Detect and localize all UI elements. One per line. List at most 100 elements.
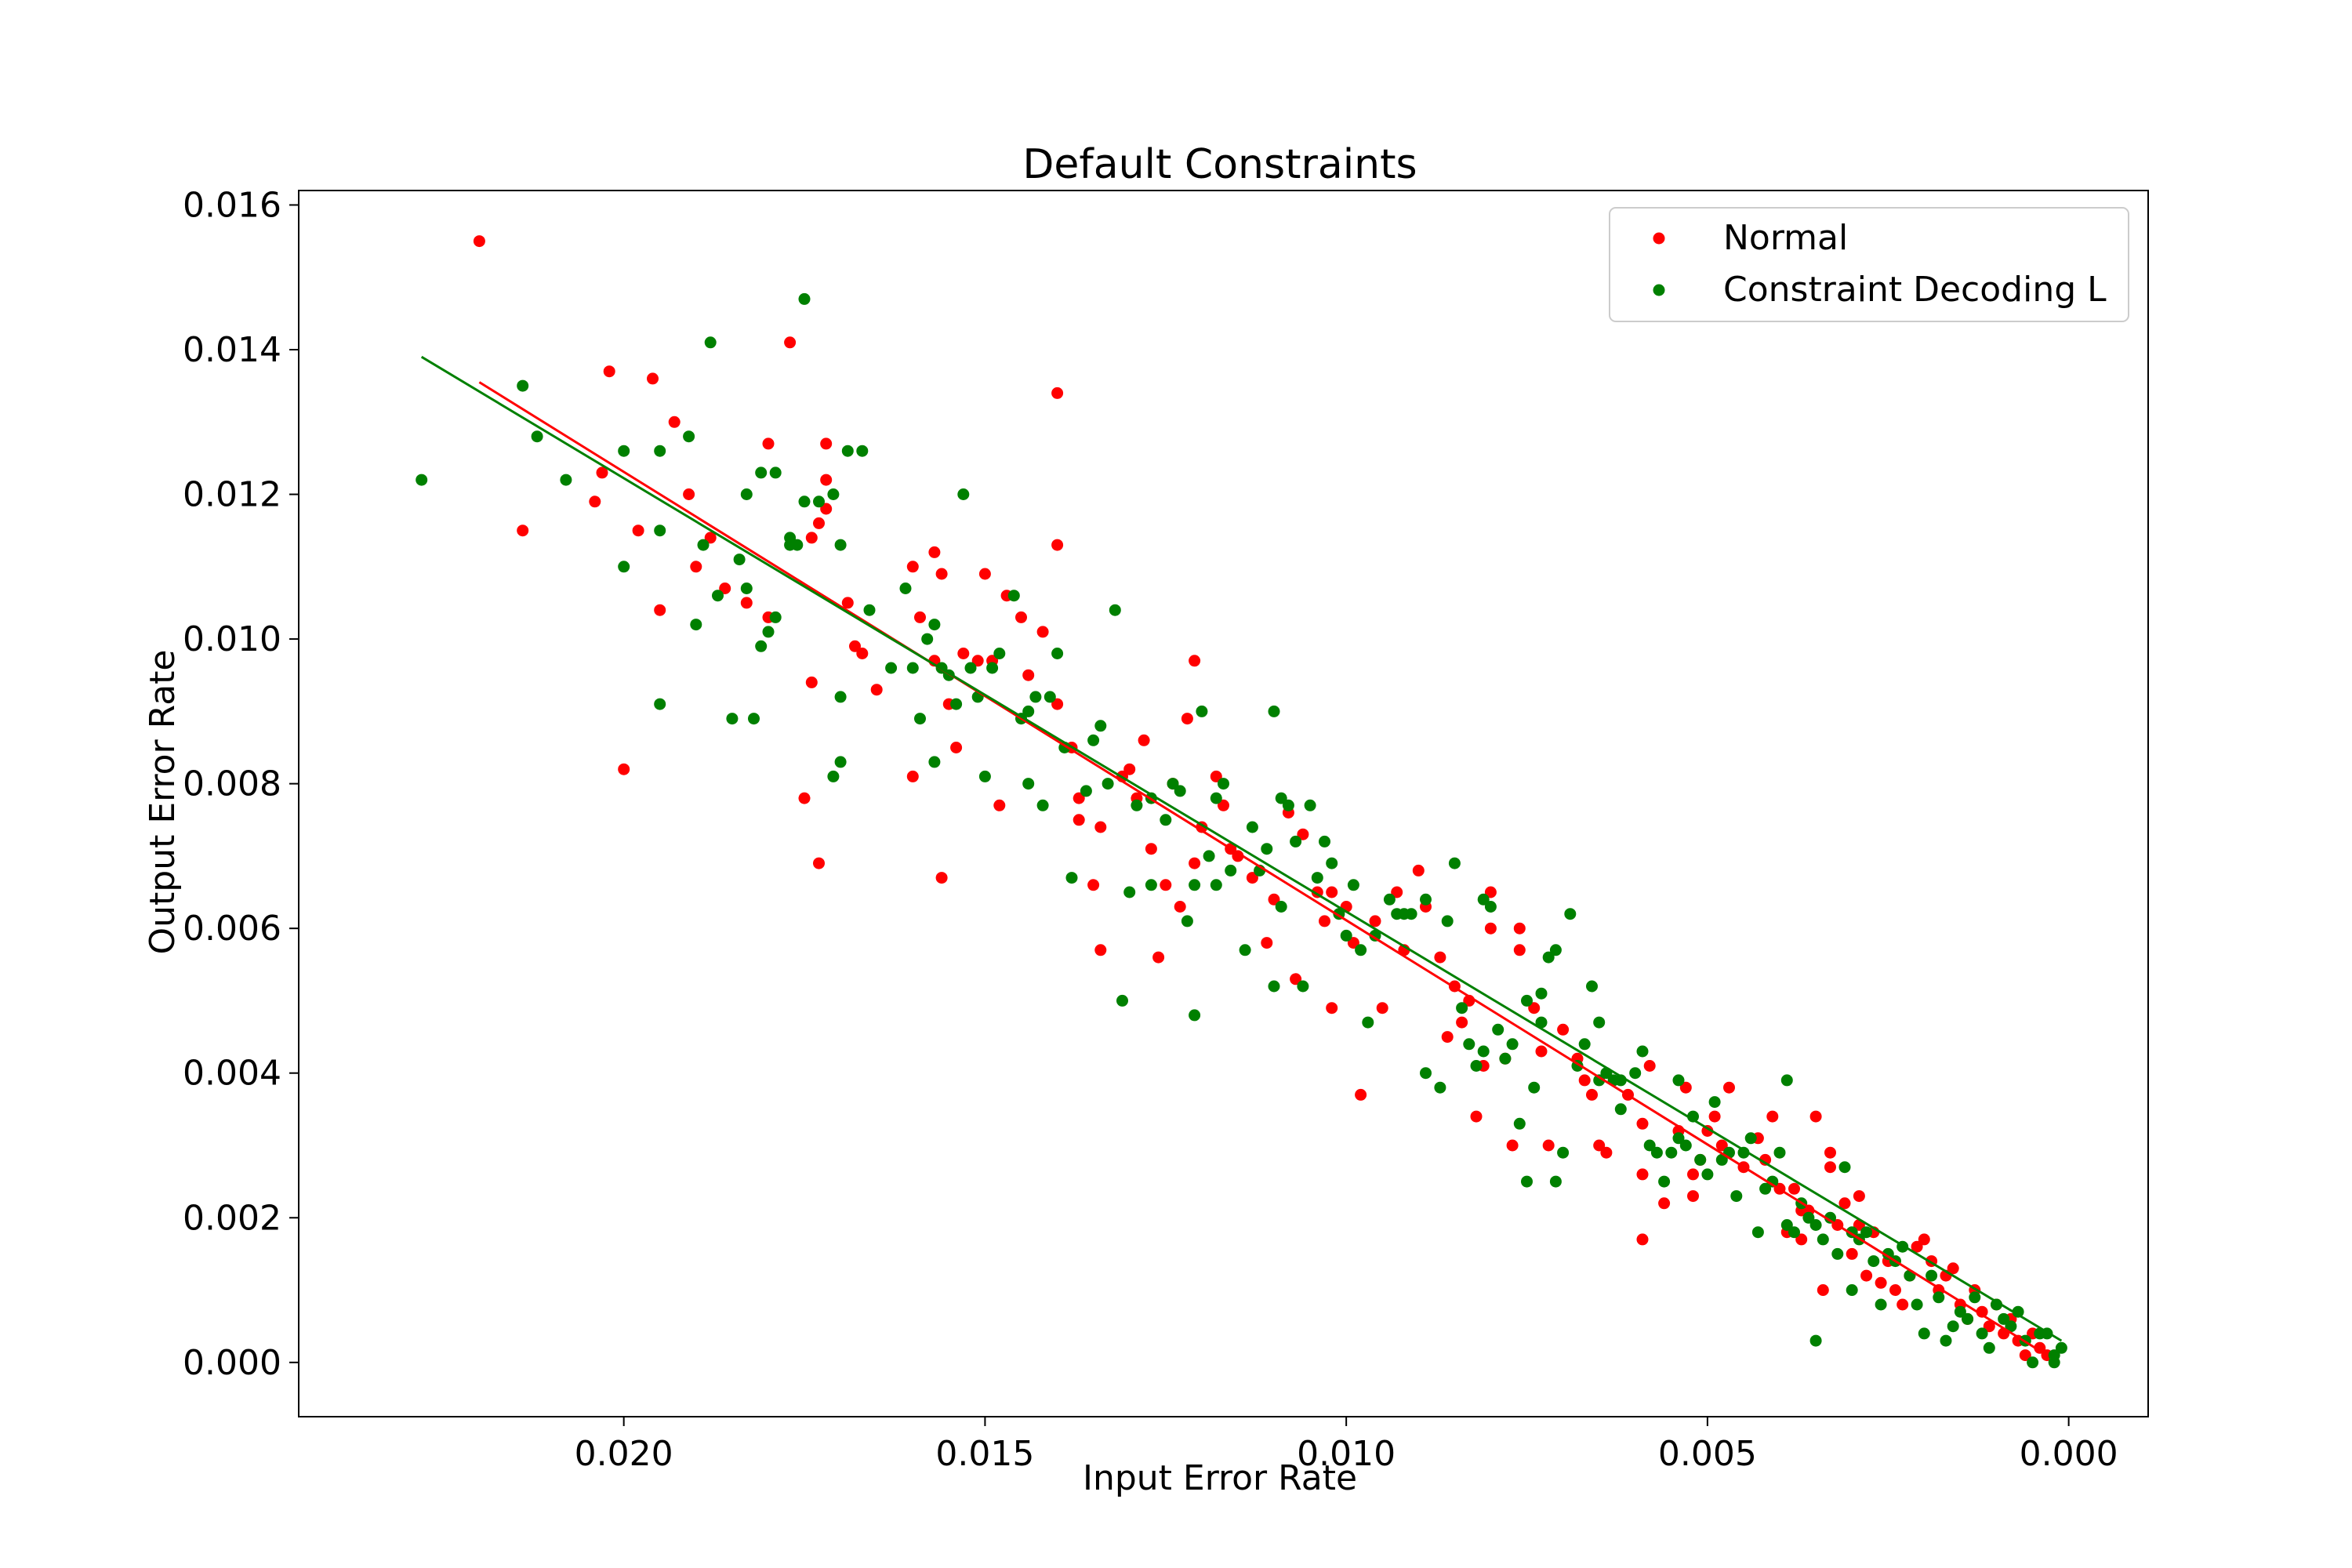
normal-point-25 <box>820 503 833 515</box>
normal-point-140 <box>1809 1110 1822 1123</box>
x-tick-label-2: 0.010 <box>1297 1434 1396 1474</box>
normal-point-171 <box>2019 1349 2031 1362</box>
normal-point-30 <box>906 561 919 573</box>
normal-point-7 <box>647 372 659 385</box>
constraint-decoding-l-point-39 <box>899 583 912 594</box>
constraint-decoding-l-point-168 <box>1780 1219 1793 1231</box>
constraint-decoding-l-trend-line <box>420 355 2063 1342</box>
constraint-decoding-l-point-25 <box>784 532 797 544</box>
constraint-decoding-l-point-175 <box>1824 1211 1836 1224</box>
plot-marks <box>416 235 2067 1369</box>
normal-point-41 <box>978 568 991 580</box>
constraint-decoding-l-point-122 <box>1492 1023 1504 1036</box>
normal-point-36 <box>935 872 948 884</box>
constraint-decoding-l-point-196 <box>1969 1291 1981 1304</box>
normal-point-105 <box>1513 944 1526 956</box>
normal-point-1 <box>517 524 529 537</box>
constraint-decoding-l-point-60 <box>1044 691 1056 703</box>
normal-point-94 <box>1441 1031 1454 1044</box>
normal-point-147 <box>1853 1190 1865 1203</box>
constraint-decoding-l-point-161 <box>1737 1146 1750 1159</box>
normal-point-46 <box>1022 669 1035 681</box>
constraint-decoding-l-point-16 <box>740 488 753 500</box>
constraint-decoding-l-point-37 <box>863 604 876 616</box>
constraint-decoding-l-point-68 <box>1109 604 1121 616</box>
normal-point-154 <box>1896 1298 1909 1311</box>
constraint-decoding-l-point-35 <box>841 445 854 457</box>
constraint-decoding-l-point-128 <box>1528 1081 1541 1094</box>
normal-point-166 <box>1983 1320 1995 1333</box>
y-tick-label-8: 0.016 <box>183 185 281 225</box>
constraint-decoding-l-point-96 <box>1297 980 1309 993</box>
normal-point-86 <box>1355 1088 1367 1101</box>
constraint-decoding-l-point-177 <box>1838 1161 1851 1174</box>
constraint-decoding-l-point-19 <box>755 466 768 479</box>
constraint-decoding-l-point-94 <box>1282 799 1294 811</box>
constraint-decoding-l-point-33 <box>834 756 847 768</box>
constraint-decoding-l-point-10 <box>690 619 702 631</box>
constraint-decoding-l-point-127 <box>1521 1175 1533 1188</box>
constraint-decoding-l-point-98 <box>1311 872 1323 884</box>
normal-point-132 <box>1759 1153 1772 1166</box>
normal-point-122 <box>1679 1081 1692 1094</box>
constraint-decoding-l-point-147 <box>1643 1139 1656 1152</box>
normal-point-76 <box>1268 893 1280 906</box>
normal-point-78 <box>1290 973 1302 985</box>
y-tick-label-7: 0.014 <box>183 330 281 370</box>
constraint-decoding-l-point-58 <box>1029 691 1042 703</box>
constraint-decoding-l-point-129 <box>1535 987 1548 1000</box>
constraint-decoding-l-point-200 <box>1998 1312 2010 1325</box>
normal-point-39 <box>957 648 970 659</box>
constraint-decoding-l-point-71 <box>1131 799 1143 811</box>
chart-title: Default Constraints <box>1022 141 1417 188</box>
constraint-decoding-l-point-2 <box>531 430 543 443</box>
x-axis-label: Input Error Rate <box>1083 1458 1357 1498</box>
y-tick-label-5: 0.010 <box>183 619 281 659</box>
constraint-decoding-l-point-72 <box>1145 879 1157 891</box>
normal-point-93 <box>1434 951 1446 964</box>
constraint-decoding-l-point-44 <box>928 756 941 768</box>
constraint-decoding-l-point-87 <box>1246 821 1258 833</box>
constraint-decoding-l-point-111 <box>1420 1067 1432 1080</box>
constraint-decoding-l-point-76 <box>1174 785 1186 797</box>
normal-point-13 <box>719 583 731 594</box>
normal-point-83 <box>1326 1002 1338 1014</box>
normal-point-63 <box>1160 879 1172 891</box>
normal-point-60 <box>1138 734 1150 746</box>
normal-point-143 <box>1824 1161 1836 1174</box>
constraint-decoding-l-point-162 <box>1744 1132 1757 1145</box>
constraint-decoding-l-point-151 <box>1672 1074 1685 1087</box>
normal-point-71 <box>1218 799 1229 811</box>
constraint-decoding-l-point-70 <box>1123 886 1136 898</box>
constraint-decoding-l-point-157 <box>1708 1096 1721 1109</box>
normal-point-103 <box>1506 1139 1519 1152</box>
legend-marker-constraint-decoding <box>1653 284 1665 296</box>
constraint-decoding-l-point-102 <box>1340 929 1352 942</box>
normal-point-113 <box>1593 1139 1606 1152</box>
normal-point-75 <box>1261 937 1273 949</box>
y-tick-label-4: 0.008 <box>183 764 281 804</box>
normal-point-56 <box>1094 944 1107 956</box>
normal-point-0 <box>473 235 485 248</box>
constraint-decoding-l-point-105 <box>1362 1016 1374 1029</box>
constraint-decoding-l-point-106 <box>1369 929 1381 942</box>
constraint-decoding-l-point-143 <box>1614 1103 1627 1116</box>
constraint-decoding-l-point-121 <box>1484 901 1497 913</box>
constraint-decoding-l-point-11 <box>697 539 710 551</box>
constraint-decoding-l-point-63 <box>1065 872 1078 884</box>
normal-point-66 <box>1181 713 1193 725</box>
normal-point-89 <box>1391 886 1403 898</box>
normal-point-141 <box>1817 1284 1829 1296</box>
normal-point-127 <box>1708 1110 1721 1123</box>
constraint-decoding-l-point-190 <box>1926 1269 1938 1282</box>
constraint-decoding-l-point-81 <box>1203 850 1215 862</box>
normal-point-101 <box>1484 886 1497 898</box>
constraint-decoding-l-point-47 <box>950 698 963 710</box>
constraint-decoding-l-point-113 <box>1434 1081 1446 1094</box>
normal-point-3 <box>603 365 615 378</box>
constraint-decoding-l-point-22 <box>769 466 782 479</box>
constraint-decoding-l-point-139 <box>1593 1074 1606 1087</box>
normal-point-68 <box>1189 857 1201 869</box>
normal-point-33 <box>928 546 941 558</box>
normal-point-62 <box>1152 951 1165 964</box>
